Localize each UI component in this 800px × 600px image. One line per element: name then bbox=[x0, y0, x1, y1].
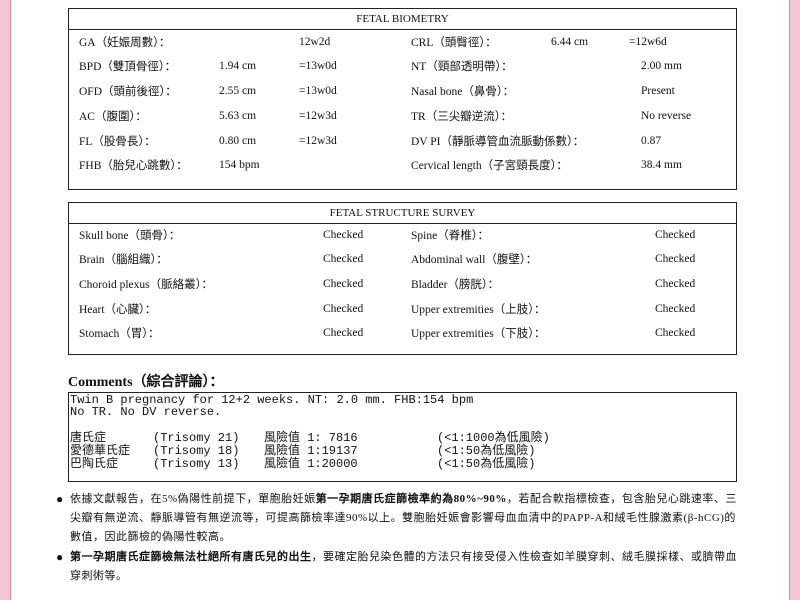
structure-status: Checked bbox=[323, 229, 364, 241]
structure-status: Checked bbox=[323, 327, 364, 339]
risk-value: 風險值 1:20000 bbox=[264, 457, 358, 471]
field-label: DV PI（靜脈導管血流脈動係數）： bbox=[411, 136, 585, 148]
bullet: ● bbox=[56, 550, 64, 564]
risk-name: 巴陶氏症 bbox=[70, 457, 119, 471]
field-label: Cervical length（子宮頸長度）： bbox=[411, 160, 568, 172]
gestational-age: =12w6d bbox=[629, 36, 667, 48]
structure-label: Heart（心臟）： bbox=[79, 304, 157, 316]
structure-status: Checked bbox=[655, 303, 696, 315]
risk-value: 風險值 1: 7816 bbox=[264, 431, 358, 445]
structure-status: Checked bbox=[323, 278, 364, 290]
risk-threshold: (<1:1000為低風險) bbox=[437, 431, 550, 445]
comment-line: No TR. No DV reverse. bbox=[70, 405, 222, 419]
field-value: Present bbox=[641, 85, 675, 97]
structure-table: FETAL STRUCTURE SURVEY Skull bone（頭骨）： Ch… bbox=[68, 202, 737, 355]
risk-name: 唐氏症 bbox=[70, 431, 107, 445]
risk-value: 風險值 1:19137 bbox=[264, 444, 358, 458]
field-label: CRL（頭臀徑）： bbox=[411, 37, 497, 49]
risk-name: 愛德華氏症 bbox=[70, 444, 131, 458]
note: 第一孕期唐氏症篩檢無法杜絕所有唐氏兒的出生，要確定胎兒染色體的方法只有接受侵入性… bbox=[70, 548, 742, 586]
note-emphasis: 第一孕期唐氏症篩檢無法杜絕所有唐氏兒的出生 bbox=[70, 551, 312, 563]
gestational-age: =12w3d bbox=[299, 135, 337, 147]
risk-threshold: (<1:50為低風險) bbox=[437, 457, 536, 471]
structure-status: Checked bbox=[323, 303, 364, 315]
risk-trisomy: (Trisomy 18) bbox=[153, 444, 240, 458]
field-value: 0.80 cm bbox=[219, 135, 257, 147]
field-label: Nasal bone（鼻骨）： bbox=[411, 86, 515, 98]
structure-status: Checked bbox=[655, 253, 696, 265]
field-value: 2.55 cm bbox=[219, 85, 257, 97]
gestational-age: =12w3d bbox=[299, 110, 337, 122]
structure-status: Checked bbox=[655, 229, 696, 241]
structure-label: Bladder（膀胱）： bbox=[411, 279, 500, 291]
field-value: 6.44 cm bbox=[551, 36, 589, 48]
table-title: FETAL BIOMETRY bbox=[69, 9, 736, 30]
gestational-age: =13w0d bbox=[299, 60, 337, 72]
page-edge bbox=[0, 0, 11, 600]
field-value: 2.00 mm bbox=[641, 60, 682, 72]
risk-threshold: (<1:50為低風險) bbox=[437, 444, 536, 458]
note: 依據文獻報告，在5%偽陽性前提下，單胞胎妊娠第一孕期唐氏症篩檢準約為80%~90… bbox=[70, 490, 742, 547]
structure-label: Brain（腦組織）： bbox=[79, 254, 168, 266]
note-text: 依據文獻報告，在5%偽陽性前提下，單胞胎妊娠 bbox=[70, 493, 316, 505]
structure-label: Skull bone（頭骨）： bbox=[79, 230, 181, 242]
field-value: 0.87 bbox=[641, 135, 662, 147]
field-value: 5.63 cm bbox=[219, 110, 257, 122]
note-text: ，若配合軟指標檢查，包含胎兒心跳速率、三尖瓣有無逆流、靜脈導管有無逆流等，可提高… bbox=[70, 493, 737, 543]
field-label: AC（腹圍）： bbox=[79, 111, 147, 123]
note-emphasis: 第一孕期唐氏症篩檢準約為80%~90% bbox=[315, 493, 507, 505]
risk-trisomy: (Trisomy 13) bbox=[153, 457, 240, 471]
gestational-age: =13w0d bbox=[299, 85, 337, 97]
comment-line: Twin B pregnancy for 12+2 weeks. NT: 2.0… bbox=[70, 393, 474, 407]
field-label: FL（股骨長）： bbox=[79, 136, 156, 148]
table-title: FETAL STRUCTURE SURVEY bbox=[69, 203, 736, 224]
field-label: TR（三尖瓣逆流）： bbox=[411, 111, 512, 123]
field-value: 1.94 cm bbox=[219, 60, 257, 72]
structure-status: Checked bbox=[655, 327, 696, 339]
field-label: FHB（胎兒心跳數）： bbox=[79, 160, 188, 172]
structure-label: Choroid plexus（脈絡叢）： bbox=[79, 279, 213, 291]
biometry-table: FETAL BIOMETRY GA（妊娠周數）： 12w2d CRL（頭臀徑）： 6.… bbox=[68, 8, 737, 190]
structure-label: Upper extremities（下肢）： bbox=[411, 328, 546, 340]
risk-trisomy: (Trisomy 21) bbox=[153, 431, 240, 445]
field-label: GA（妊娠周數）： bbox=[79, 37, 171, 49]
structure-status: Checked bbox=[323, 253, 364, 265]
field-label: OFD（頭前後徑）： bbox=[79, 86, 177, 98]
structure-label: Upper extremities（上肢）： bbox=[411, 304, 546, 316]
note-text: ，要確定胎兒染色體的方法只有接受侵入性檢查如羊膜穿刺、絨毛膜採樣、或臍帶血穿刺術… bbox=[70, 551, 737, 582]
field-value: 154 bpm bbox=[219, 159, 260, 171]
gestational-age: 12w2d bbox=[299, 36, 331, 48]
comments-box: Twin B pregnancy for 12+2 weeks. NT: 2.0… bbox=[68, 392, 737, 482]
comments-title: Comments（綜合評論）： bbox=[68, 375, 224, 390]
structure-label: Abdominal wall（腹壁）： bbox=[411, 254, 538, 266]
field-label: BPD（雙頂骨徑）： bbox=[79, 61, 177, 73]
field-value: No reverse bbox=[641, 110, 692, 122]
structure-status: Checked bbox=[655, 278, 696, 290]
structure-label: Stomach（胃）： bbox=[79, 328, 160, 340]
structure-label: Spine（脊椎）： bbox=[411, 230, 489, 242]
field-value: 38.4 mm bbox=[641, 159, 682, 171]
field-label: NT（頸部透明帶）： bbox=[411, 61, 513, 73]
page-edge bbox=[789, 0, 800, 600]
bullet: ● bbox=[56, 492, 64, 506]
